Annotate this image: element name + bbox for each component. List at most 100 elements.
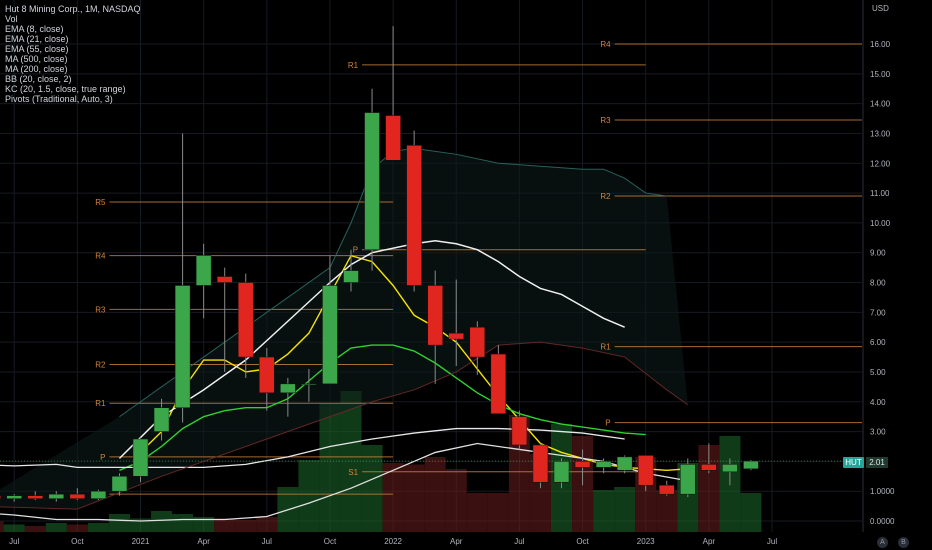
candle-body (637, 455, 654, 486)
y-tick-label: 1.0000 (870, 487, 895, 496)
pivot-label: R3 (95, 305, 106, 314)
y-tick-label: 3.00 (870, 428, 886, 437)
candle-body (406, 145, 422, 286)
series-line-ema-21-close- (119, 344, 646, 471)
y-tick-label: 7.00 (870, 308, 886, 317)
y-tick-label: 5.00 (870, 368, 886, 377)
indicator-ema8[interactable]: EMA (8, close) (5, 24, 64, 34)
ticker-badge: HUT (843, 457, 864, 468)
candle-body (301, 383, 317, 386)
volume-bar (593, 490, 615, 532)
volume-bar (172, 514, 194, 532)
x-tick-label: Jul (514, 537, 524, 546)
symbol-title[interactable]: Hut 8 Mining Corp., 1M, NASDAQ (5, 4, 141, 14)
candle-body (427, 285, 443, 346)
y-tick-label: 15.00 (870, 70, 891, 79)
x-tick-label: Oct (71, 537, 84, 546)
volume-bar (340, 391, 362, 532)
candle-body (216, 276, 233, 283)
volume-bar (361, 445, 383, 532)
candle-body (174, 285, 191, 408)
volume-bar (0, 521, 4, 532)
y-tick-label: 9.00 (870, 249, 886, 258)
volume-bar (87, 523, 109, 532)
candle-body (48, 493, 65, 499)
indicator-ema55[interactable]: EMA (55, close) (5, 44, 69, 54)
candle-body (69, 493, 86, 499)
candle-body (280, 383, 296, 394)
candle-body (490, 353, 507, 414)
candle-body (153, 407, 170, 432)
candle-body (553, 461, 570, 483)
pivot-label: R4 (95, 252, 106, 261)
pivot-label: R1 (95, 399, 106, 408)
candle-body (238, 282, 254, 358)
x-tick-label: 2021 (132, 537, 150, 546)
volume-bar (487, 493, 509, 532)
candle-body (659, 484, 675, 495)
y-tick-label: 12.00 (870, 159, 891, 168)
candle-body (680, 464, 696, 495)
candle-body (111, 476, 128, 492)
axis-currency: USD (872, 4, 889, 13)
pivot-label: P (100, 453, 105, 462)
x-tick-label: Apr (703, 537, 716, 546)
x-tick-label: 2022 (384, 537, 402, 546)
indicator-vol[interactable]: Vol (5, 14, 18, 24)
pivot-label: R5 (95, 198, 106, 207)
candle-body (195, 255, 212, 286)
candle-body (0, 495, 1, 499)
x-tick-label: Apr (197, 537, 210, 546)
last-price-badge: 2.01 (866, 457, 888, 468)
auto-scale-button[interactable]: A (877, 537, 888, 548)
volume-bar (319, 403, 341, 532)
chart-legend: Hut 8 Mining Corp., 1M, NASDAQ Vol EMA (… (5, 4, 141, 104)
volume-bar (256, 517, 278, 532)
candle-body (385, 115, 401, 161)
candle-body (343, 270, 359, 283)
indicator-kc[interactable]: KC (20, 1.5, close, true range) (5, 84, 126, 94)
x-tick-label: Apr (450, 537, 463, 546)
pivot-label: S1 (348, 468, 358, 477)
indicator-ma200[interactable]: MA (200, close) (5, 64, 68, 74)
pivot-label: R1 (348, 61, 359, 70)
x-axis[interactable]: Jul Oct 2021 Apr Jul Oct 2022 Apr Jul Oct 2023 Apr J… (9, 537, 777, 546)
volume-bar (235, 520, 257, 532)
candle-body (364, 112, 380, 250)
candle-body (448, 332, 464, 340)
x-tick-label: Jul (262, 537, 272, 546)
y-tick-label: 0.0000 (870, 517, 895, 526)
indicator-ma500[interactable]: MA (500, close) (5, 54, 68, 64)
volume-bar (298, 460, 320, 532)
candle-body (701, 464, 717, 471)
pivot-label: R2 (95, 360, 106, 369)
indicator-ema21[interactable]: EMA (21, close) (5, 34, 69, 44)
x-tick-label: Jul (9, 537, 19, 546)
y-tick-label: 16.00 (870, 40, 891, 49)
pivot-label: R3 (600, 116, 611, 125)
y-tick-label: 8.00 (870, 279, 886, 288)
series-line-ma-200-close- (0, 442, 688, 522)
y-tick-label: 11.00 (870, 189, 890, 198)
volume-bar (108, 514, 130, 532)
volume-bar (24, 526, 46, 532)
y-tick-label: 6.00 (870, 338, 886, 347)
volume-bar (466, 493, 488, 532)
pivot-label: R1 (600, 343, 611, 352)
volume-bar (656, 490, 678, 532)
pivot-label: R2 (600, 192, 611, 201)
volume-bar (193, 517, 215, 532)
indicator-bb[interactable]: BB (20, close, 2) (5, 74, 72, 84)
indicator-pivots[interactable]: Pivots (Traditional, Auto, 3) (5, 94, 113, 104)
log-scale-button[interactable]: B (898, 537, 909, 548)
candle-body (722, 464, 738, 473)
y-axis[interactable]: USD0.00001.00002.003.004.005.006.007.008… (870, 4, 895, 526)
candle-body (511, 416, 528, 446)
y-tick-label: 14.00 (870, 100, 891, 109)
candle-body (574, 461, 591, 468)
y-tick-label: 4.00 (870, 398, 886, 407)
x-tick-label: Oct (576, 537, 589, 546)
pivot-label: P (353, 246, 358, 255)
volume-bar (382, 463, 404, 532)
